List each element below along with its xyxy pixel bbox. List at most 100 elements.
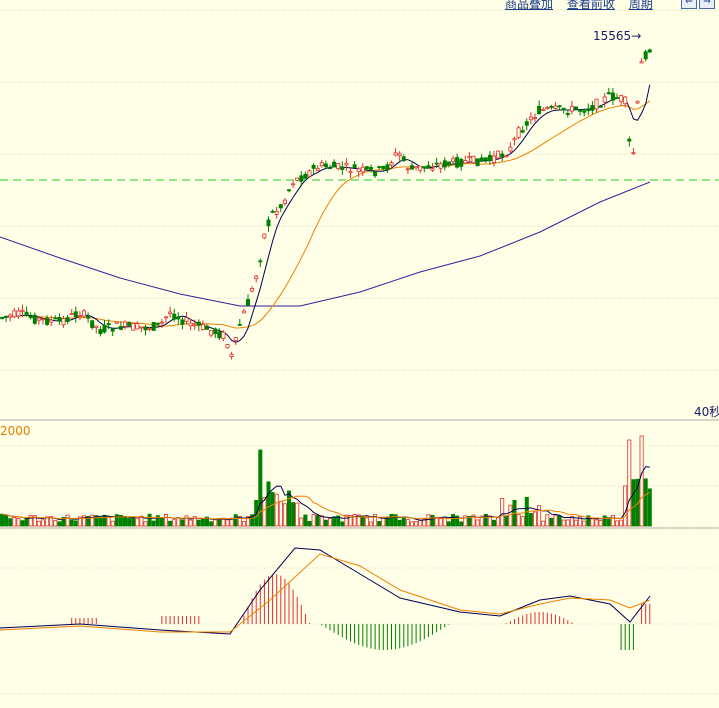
candle-body <box>565 113 570 115</box>
volume-bar <box>270 492 275 527</box>
candle-body <box>418 165 423 171</box>
volume-bar <box>553 514 558 527</box>
volume-scale-label: 2000 <box>0 424 31 438</box>
volume-bar <box>545 514 550 527</box>
candle-body <box>118 326 123 330</box>
candle-body <box>24 311 29 316</box>
candle-body <box>332 161 337 168</box>
volume-bar <box>299 517 304 527</box>
volume-bar <box>348 515 353 527</box>
volume-bar <box>213 519 218 527</box>
volume-bar <box>598 520 603 527</box>
candle-body <box>4 315 9 318</box>
candle-body <box>106 323 111 326</box>
candle-body <box>143 326 148 331</box>
candle-body <box>168 311 173 315</box>
candle-body <box>541 109 546 111</box>
candle-body <box>368 167 373 170</box>
ma-long-path <box>0 181 651 307</box>
toolbar-period-link[interactable]: 周期 <box>628 0 653 11</box>
volume-bar <box>135 517 140 527</box>
volume-bar <box>278 500 283 527</box>
next-arrow-button[interactable]: ⇒ <box>699 0 715 9</box>
volume-bar <box>49 516 54 527</box>
volume-bar <box>578 516 583 527</box>
volume-bar <box>307 521 312 527</box>
candle-body <box>196 321 201 326</box>
candle-body <box>471 155 476 164</box>
volume-bar <box>82 515 87 527</box>
volume-bar <box>303 514 308 527</box>
candle-body <box>295 177 300 181</box>
candle-body <box>360 166 365 173</box>
candle-body <box>422 166 427 169</box>
candle-body <box>204 325 209 330</box>
volume-bar <box>286 490 291 527</box>
candle-body <box>319 162 324 167</box>
candle-body <box>147 328 152 330</box>
candle-body <box>12 310 17 318</box>
volume-bar <box>315 515 320 527</box>
volume-bar <box>225 519 230 527</box>
candle-body <box>172 313 177 320</box>
candle-body <box>77 315 82 318</box>
candle-body <box>545 107 550 110</box>
candle-body <box>254 275 259 280</box>
volume-bar <box>422 518 427 527</box>
volume-bar <box>155 515 160 527</box>
volume-bar <box>438 518 443 527</box>
volume-bar <box>291 502 296 527</box>
candle-body <box>200 324 205 330</box>
volume-bar <box>16 518 21 527</box>
candle-body <box>270 210 275 213</box>
volume-bar <box>188 519 193 527</box>
volume-bar <box>377 521 382 527</box>
volume-bar <box>323 519 328 527</box>
candle-body <box>533 117 538 119</box>
candle-body <box>151 322 156 331</box>
candle-body <box>98 329 103 335</box>
volume-bar <box>586 515 591 527</box>
volume-bar <box>204 516 209 527</box>
candle-body <box>86 316 91 319</box>
candle-body <box>131 323 136 331</box>
volume-bar <box>389 513 394 527</box>
volume-bar <box>340 521 345 527</box>
volume-bar <box>250 514 255 527</box>
volume-bar <box>131 517 136 527</box>
volume-bar <box>41 519 46 527</box>
volume-bar <box>73 520 78 527</box>
toolbar-prevclose-link[interactable]: 查看前收 <box>566 0 615 11</box>
candle-body <box>430 168 435 171</box>
candle-body <box>291 183 296 186</box>
candle-body <box>61 318 66 326</box>
volume-bar <box>533 511 538 527</box>
candle-body <box>159 321 164 324</box>
prev-arrow-button[interactable]: ⇐ <box>681 0 697 9</box>
volume-bar <box>619 519 624 527</box>
candle-body <box>299 175 304 182</box>
candle-body <box>102 324 107 333</box>
volume-bars <box>0 435 652 527</box>
volume-bar <box>229 517 234 527</box>
volume-bar <box>565 519 570 527</box>
candle-body <box>340 166 345 170</box>
candle-body <box>217 331 222 339</box>
volume-bar <box>639 435 644 527</box>
candle-body <box>250 288 255 292</box>
volume-bar <box>418 519 423 527</box>
volume-bar <box>20 520 25 527</box>
candle-body <box>32 314 37 324</box>
toolbar-overlay-link[interactable]: 商品叠加 <box>505 0 554 11</box>
candle-body <box>524 121 529 126</box>
candle-body <box>557 105 562 108</box>
volume-bar <box>623 485 628 527</box>
candle-body <box>73 311 78 318</box>
candle-body <box>635 100 640 104</box>
volume-bar <box>196 519 201 527</box>
candle-body <box>258 260 263 263</box>
volume-bar <box>393 514 398 527</box>
time-unit-label: 40秒 <box>694 405 719 419</box>
volume-bar <box>610 514 615 527</box>
